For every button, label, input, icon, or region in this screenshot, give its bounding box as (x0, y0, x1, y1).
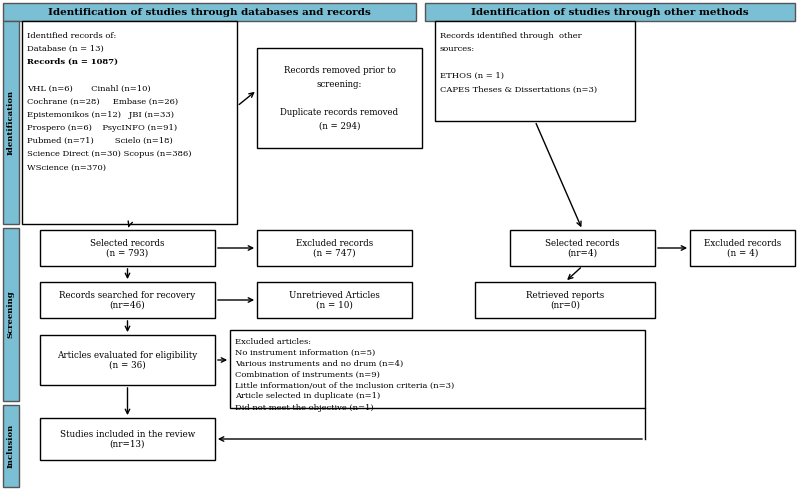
Text: Little information/out of the inclusion criteria (n=3): Little information/out of the inclusion … (235, 382, 454, 389)
Text: Excluded articles:: Excluded articles: (235, 337, 311, 346)
Text: (nr=13): (nr=13) (110, 439, 146, 448)
Text: Records searched for recovery: Records searched for recovery (59, 291, 196, 300)
Text: Duplicate records removed: Duplicate records removed (281, 108, 398, 116)
Text: screening:: screening: (317, 80, 362, 88)
Bar (40, 282, 215, 318)
Bar (475, 282, 655, 318)
Bar (3, 21, 19, 224)
Bar (257, 230, 412, 266)
Text: Retrieved reports: Retrieved reports (526, 291, 604, 300)
Text: WScience (n=370): WScience (n=370) (27, 164, 106, 171)
Bar (230, 330, 645, 408)
Text: Pubmed (n=71)        Scielo (n=18): Pubmed (n=71) Scielo (n=18) (27, 137, 173, 145)
Text: (nr=4): (nr=4) (567, 248, 598, 257)
Text: Studies included in the review: Studies included in the review (60, 430, 195, 438)
Text: Science Direct (n=30) Scopus (n=386): Science Direct (n=30) Scopus (n=386) (27, 150, 191, 159)
Text: Inclusion: Inclusion (7, 424, 15, 468)
Bar (3, 3, 416, 21)
Text: Selected records: Selected records (546, 239, 620, 247)
Text: (n = 4): (n = 4) (727, 248, 758, 257)
Text: Prospero (n=6)    PsycINFO (n=91): Prospero (n=6) PsycINFO (n=91) (27, 124, 177, 132)
Text: ETHOS (n = 1): ETHOS (n = 1) (440, 72, 504, 80)
Bar (40, 230, 215, 266)
Text: Screening: Screening (7, 291, 15, 338)
Text: Records (n = 1087): Records (n = 1087) (27, 58, 118, 66)
Text: Epistemonikos (n=12)   JBI (n=33): Epistemonikos (n=12) JBI (n=33) (27, 111, 174, 119)
Bar (435, 21, 635, 121)
Bar (40, 418, 215, 460)
Bar (425, 3, 795, 21)
Text: Article selected in duplicate (n=1): Article selected in duplicate (n=1) (235, 392, 380, 401)
Text: Articles evaluated for eligibility: Articles evaluated for eligibility (58, 351, 198, 359)
Text: (n = 294): (n = 294) (318, 121, 360, 131)
Bar (3, 405, 19, 487)
Text: VHL (n=6)       Cinahl (n=10): VHL (n=6) Cinahl (n=10) (27, 84, 150, 92)
Text: Records identified through  other: Records identified through other (440, 32, 582, 40)
Text: No instrument information (n=5): No instrument information (n=5) (235, 349, 375, 356)
Text: Identification: Identification (7, 90, 15, 155)
Bar (510, 230, 655, 266)
Text: (n = 793): (n = 793) (106, 248, 149, 257)
Text: (n = 10): (n = 10) (316, 300, 353, 309)
Text: sources:: sources: (440, 45, 475, 53)
Text: Combination of instruments (n=9): Combination of instruments (n=9) (235, 371, 380, 379)
Text: Identification of studies through other methods: Identification of studies through other … (471, 7, 749, 17)
Text: (n = 36): (n = 36) (109, 360, 146, 369)
Text: Records removed prior to: Records removed prior to (283, 65, 395, 75)
Text: Excluded records: Excluded records (704, 239, 781, 247)
Bar (3, 228, 19, 401)
Text: Database (n = 13): Database (n = 13) (27, 45, 104, 53)
Text: Cochrane (n=28)     Embase (n=26): Cochrane (n=28) Embase (n=26) (27, 98, 178, 106)
Text: Identification of studies through databases and records: Identification of studies through databa… (48, 7, 371, 17)
Text: Unretrieved Articles: Unretrieved Articles (289, 291, 380, 300)
Text: Did not meet the objective (n=1): Did not meet the objective (n=1) (235, 404, 374, 411)
Bar (257, 282, 412, 318)
Text: (nr=0): (nr=0) (550, 300, 580, 309)
Bar (257, 48, 422, 148)
Text: CAPES Theses & Dissertations (n=3): CAPES Theses & Dissertations (n=3) (440, 86, 597, 94)
Text: Excluded records: Excluded records (296, 239, 373, 247)
Text: Identified records of:: Identified records of: (27, 31, 116, 40)
Text: (nr=46): (nr=46) (110, 300, 146, 309)
Text: (n = 747): (n = 747) (313, 248, 356, 257)
Text: Selected records: Selected records (90, 239, 165, 247)
Bar (22, 21, 237, 224)
Bar (40, 335, 215, 385)
Text: Various instruments and no drum (n=4): Various instruments and no drum (n=4) (235, 359, 403, 367)
Bar (690, 230, 795, 266)
